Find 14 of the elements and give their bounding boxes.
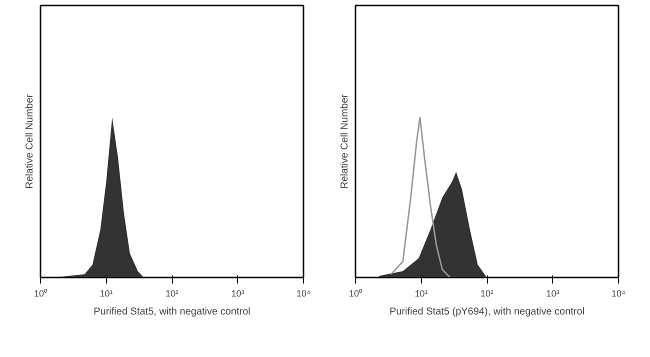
x-tick-label: 10²: [480, 288, 494, 298]
x-tick-label: 10³: [231, 288, 244, 298]
x-tick-label: 10²: [165, 288, 179, 298]
x-tick-label: 10¹: [414, 288, 428, 298]
x-tick-label: 10³: [546, 288, 560, 298]
x-tick-label: 10⁴: [612, 288, 626, 298]
y-axis-title: Relative Cell Number: [340, 94, 350, 189]
y-axis-title: Relative Cell Number: [24, 94, 36, 189]
x-tick-label: 10¹: [100, 288, 113, 298]
x-axis-title: Purified Stat5, with negative control: [94, 306, 250, 318]
x-tick-label: 10⁰: [348, 288, 362, 298]
x-tick-label: 10⁰: [34, 288, 48, 298]
x-tick-label: 10⁴: [296, 288, 311, 298]
x-axis-title: Purified Stat5 (pY694), with negative control: [389, 306, 585, 318]
